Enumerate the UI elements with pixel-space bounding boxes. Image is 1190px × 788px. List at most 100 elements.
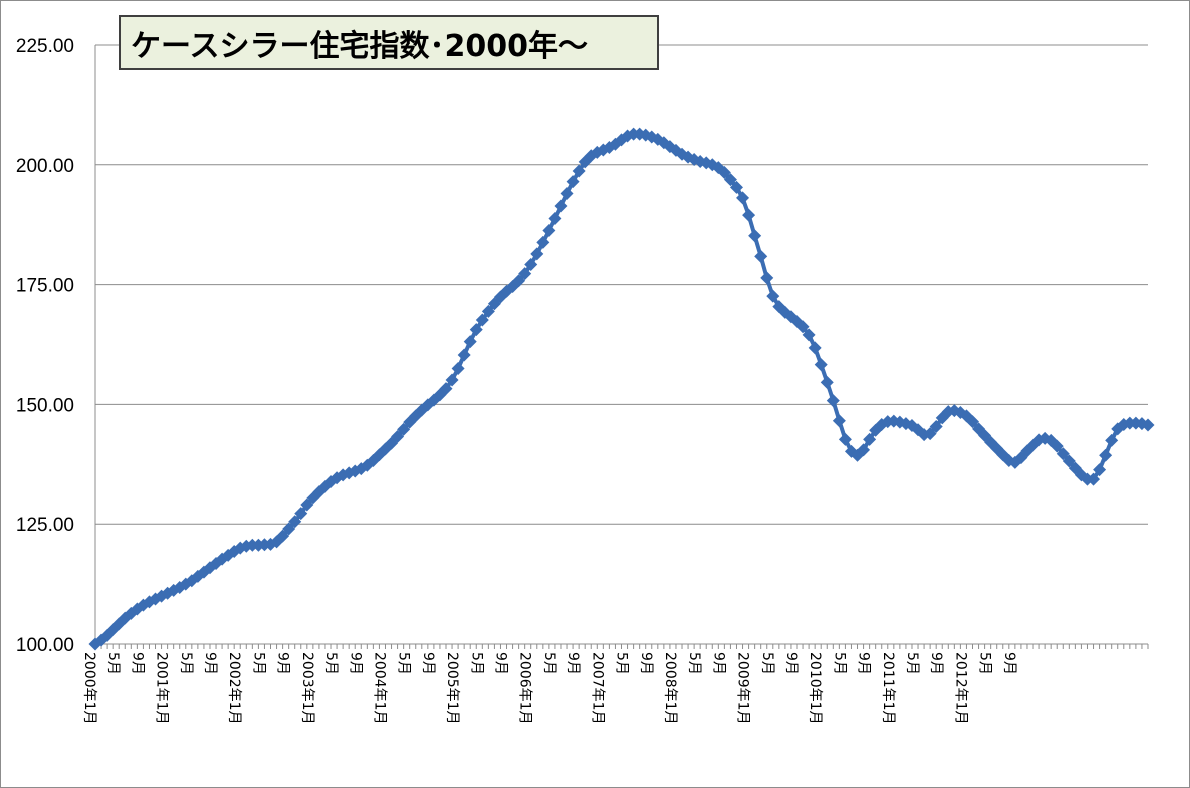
x-tick-label: 2003年1月	[299, 652, 315, 725]
x-tick-label: 5月	[614, 652, 630, 675]
data-point-marker	[929, 419, 943, 433]
data-point-marker	[288, 515, 302, 529]
x-tick-label: 2004年1月	[371, 652, 387, 725]
data-point-marker	[1056, 447, 1070, 461]
data-point-marker	[566, 175, 580, 189]
x-tick-label: 5月	[904, 652, 920, 675]
x-tick-label: 9月	[1001, 652, 1017, 675]
data-point-marker	[1093, 463, 1107, 477]
x-tick-label: 2001年1月	[154, 652, 170, 725]
x-tick-label: 9月	[420, 652, 436, 675]
y-axis-tick-labels: 100.00 125.00 150.00 175.00 200.00 225.00	[16, 36, 74, 656]
y-tick-label: 100.00	[16, 635, 74, 656]
axes	[94, 45, 1149, 649]
x-tick-label: 9月	[275, 652, 291, 675]
data-point-marker	[300, 498, 314, 512]
x-tick-label: 2009年1月	[735, 652, 751, 725]
x-tick-label: 5月	[468, 652, 484, 675]
x-tick-label: 2007年1月	[589, 652, 605, 725]
data-point-marker	[542, 223, 556, 237]
x-tick-label: 5月	[105, 652, 121, 675]
x-tick-label: 9月	[129, 652, 145, 675]
data-point-marker	[1050, 439, 1064, 453]
data-point-marker	[923, 427, 937, 441]
data-point-marker	[863, 432, 877, 446]
data-point-marker	[736, 191, 750, 205]
x-tick-label: 5月	[831, 652, 847, 675]
x-tick-label: 2010年1月	[807, 652, 823, 725]
x-tick-label: 2000年1月	[81, 652, 97, 725]
x-tick-label: 2002年1月	[226, 652, 242, 725]
data-point-marker	[754, 249, 768, 263]
data-point-marker	[1087, 472, 1101, 486]
data-point-marker	[857, 443, 871, 457]
chart-title-text: ケースシラー住宅指数･2000年～	[131, 28, 588, 64]
data-point-marker	[832, 414, 846, 428]
data-point-marker	[469, 323, 483, 337]
data-point-marker	[457, 348, 471, 362]
x-tick-label: 2012年1月	[952, 652, 968, 725]
data-point-marker	[826, 394, 840, 408]
data-point-marker	[451, 361, 465, 375]
data-point-marker	[439, 382, 453, 396]
x-tick-label: 9月	[638, 652, 654, 675]
x-tick-label: 2008年1月	[662, 652, 678, 725]
data-point-marker	[766, 289, 780, 303]
data-point-marker	[397, 422, 411, 436]
data-point-marker	[572, 164, 586, 178]
data-point-marker	[717, 165, 731, 179]
data-point-marker	[838, 432, 852, 446]
x-tick-label: 5月	[323, 652, 339, 675]
x-tick-label: 9月	[347, 652, 363, 675]
y-tick-label: 150.00	[16, 395, 74, 416]
data-point-marker	[814, 358, 828, 372]
data-point-marker	[808, 341, 822, 355]
y-tick-label: 200.00	[16, 156, 74, 177]
x-tick-label: 9月	[565, 652, 581, 675]
data-point-marker	[820, 375, 834, 389]
data-point-marker	[536, 235, 550, 249]
data-point-marker	[560, 187, 574, 201]
x-tick-label: 9月	[928, 652, 944, 675]
y-tick-label: 175.00	[16, 276, 74, 297]
data-point-marker	[512, 274, 526, 288]
x-tick-label: 5月	[759, 652, 775, 675]
data-point-marker	[748, 229, 762, 243]
x-tick-label: 5月	[541, 652, 557, 675]
x-tick-label: 5月	[178, 652, 194, 675]
data-point-marker	[475, 313, 489, 327]
data-point-marker	[524, 257, 538, 271]
data-point-marker	[548, 211, 562, 225]
data-point-marker	[760, 271, 774, 285]
x-tick-label: 2011年1月	[880, 652, 896, 725]
x-tick-label: 9月	[202, 652, 218, 675]
data-point-marker	[723, 173, 737, 187]
data-point-marker	[463, 335, 477, 349]
data-point-marker	[742, 208, 756, 222]
x-tick-label: 9月	[783, 652, 799, 675]
series-case-shiller	[88, 127, 1155, 651]
data-point-marker	[294, 507, 308, 521]
data-point-marker	[276, 529, 290, 543]
data-point-marker	[282, 522, 296, 536]
x-tick-label: 2006年1月	[517, 652, 533, 725]
data-point-marker	[802, 328, 816, 342]
x-tick-label: 5月	[250, 652, 266, 675]
data-point-marker	[554, 199, 568, 213]
data-point-marker	[1141, 418, 1155, 432]
data-point-marker	[391, 430, 405, 444]
data-point-marker	[518, 267, 532, 281]
x-tick-label: 2005年1月	[444, 652, 460, 725]
x-tick-label: 9月	[856, 652, 872, 675]
data-point-marker	[966, 415, 979, 429]
y-tick-label: 125.00	[16, 515, 74, 536]
x-tick-label: 9月	[493, 652, 509, 675]
x-tick-label: 9月	[710, 652, 726, 675]
data-point-marker	[729, 180, 743, 194]
chart-title: ケースシラー住宅指数･2000年～	[119, 15, 659, 70]
data-point-marker	[796, 320, 810, 334]
data-point-marker	[481, 304, 495, 318]
